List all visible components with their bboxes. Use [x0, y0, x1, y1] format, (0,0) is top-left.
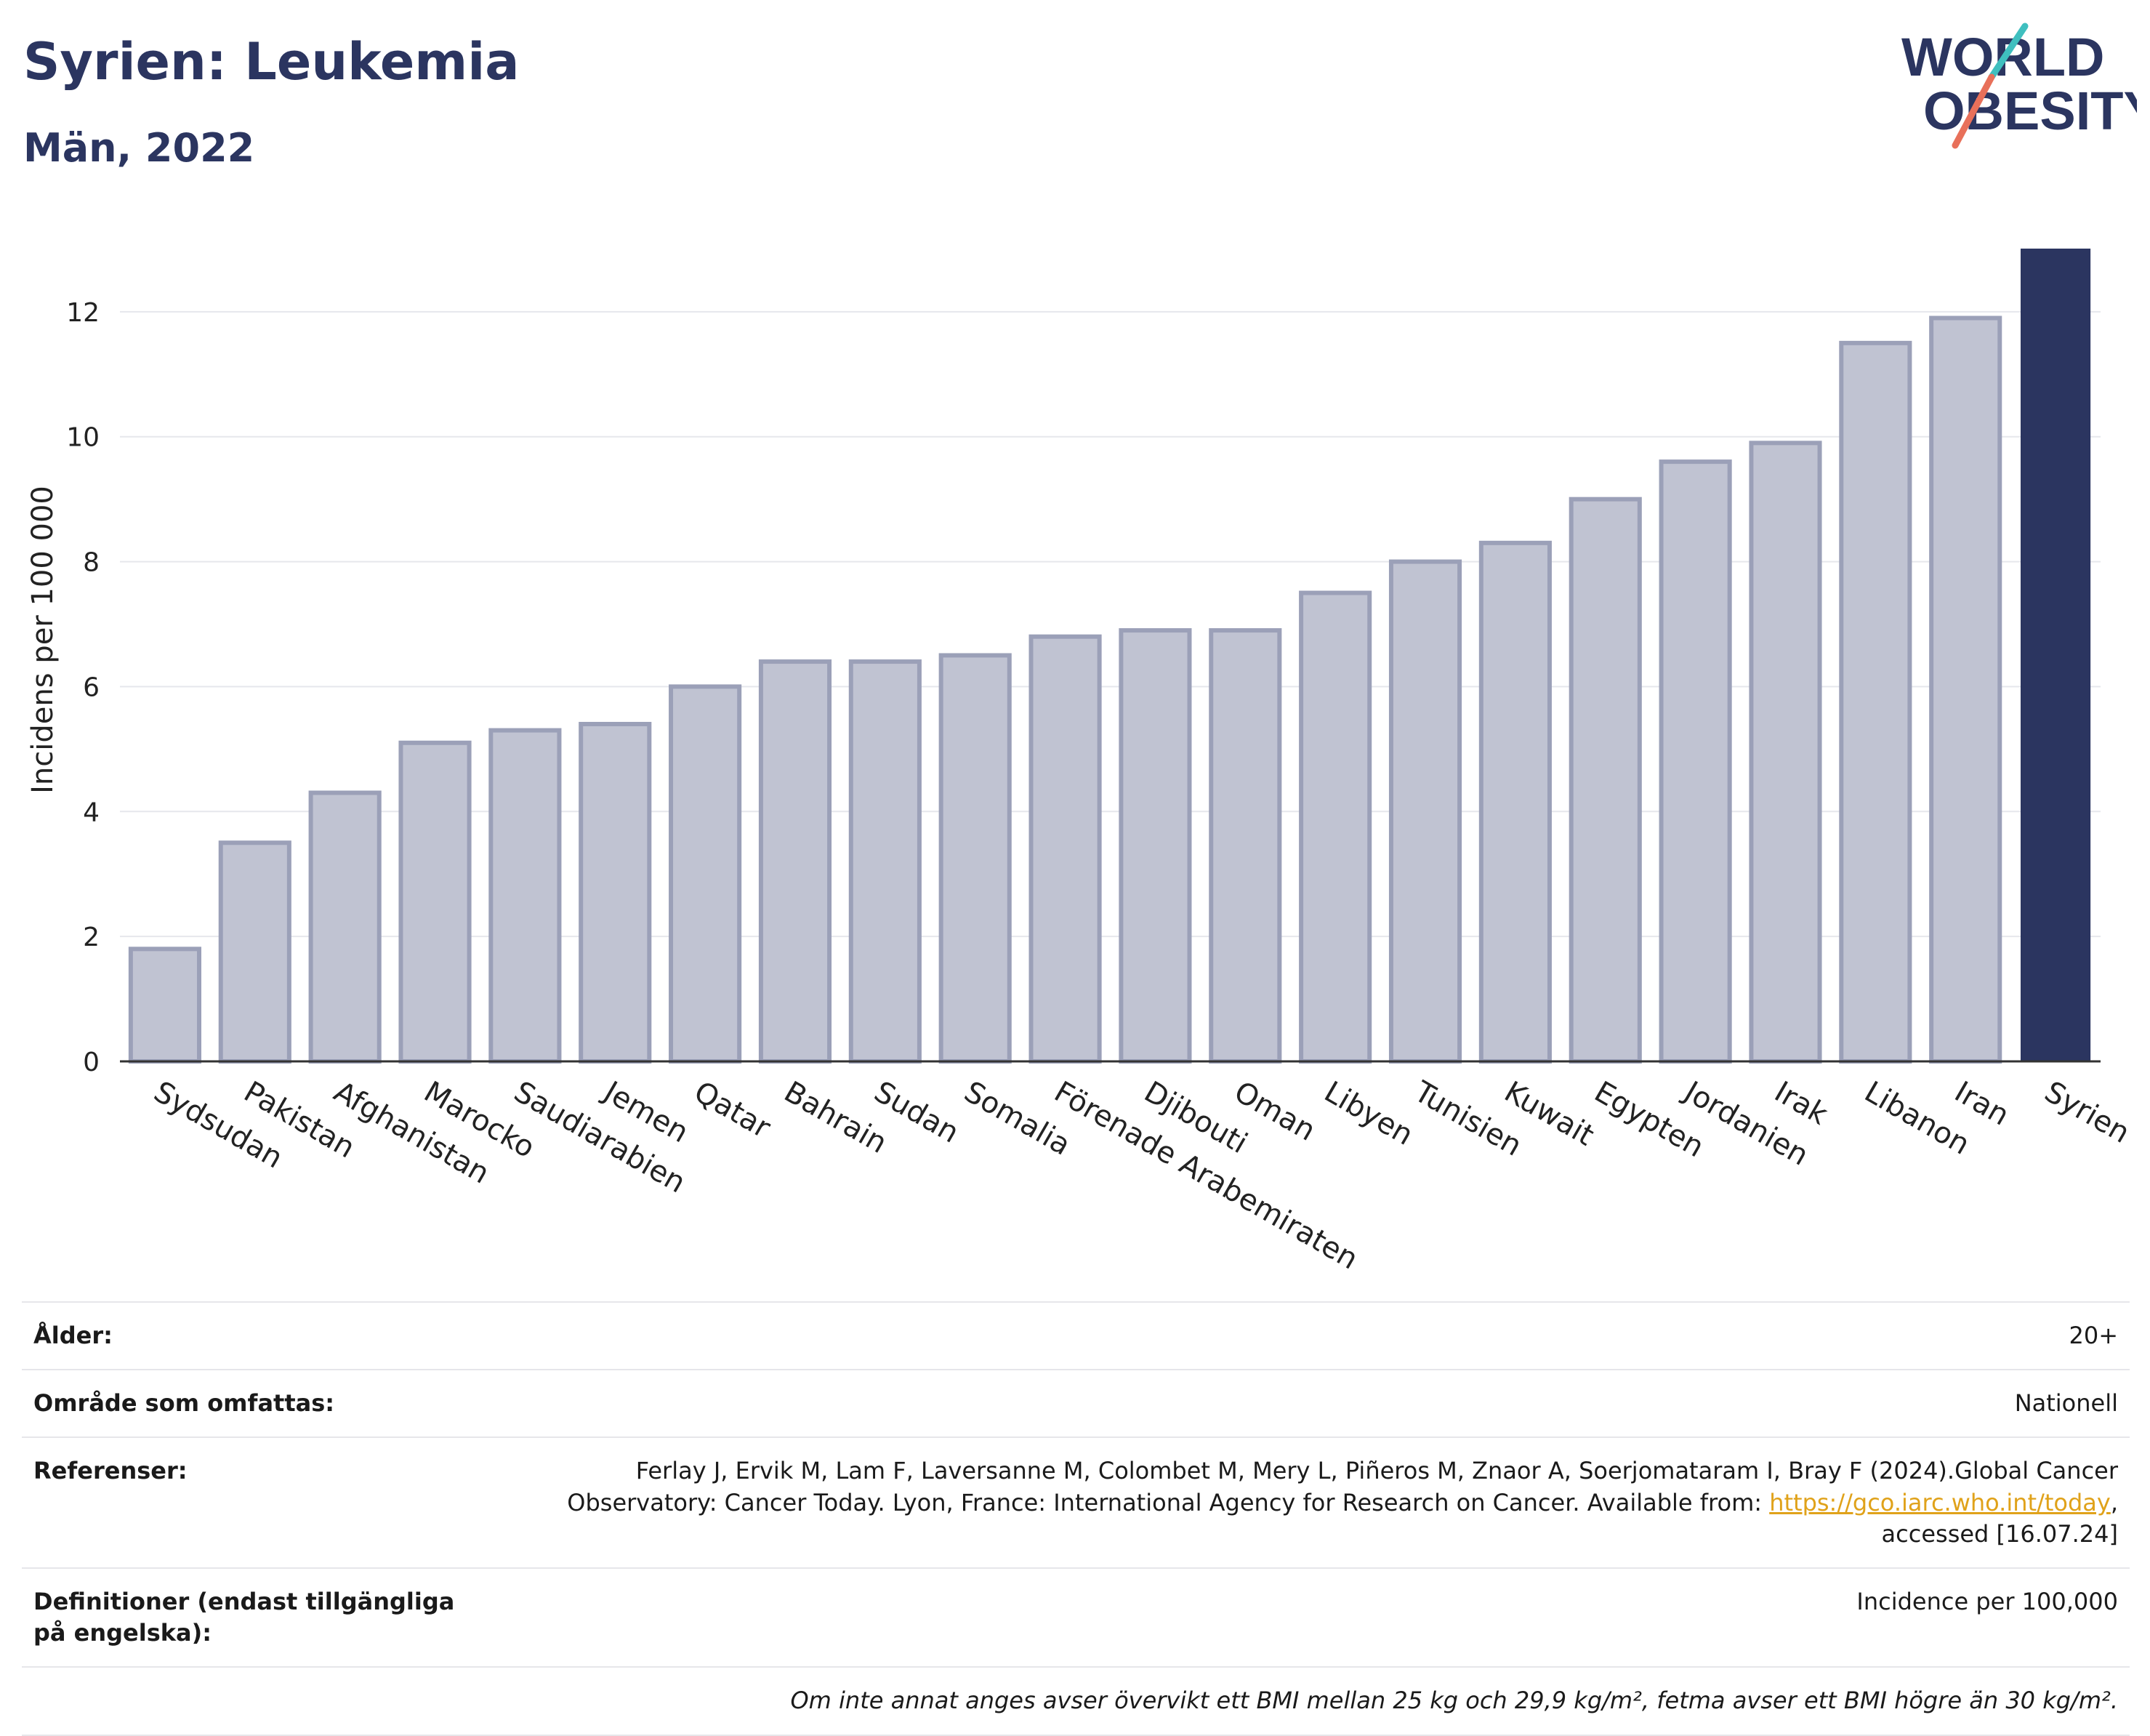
bar-förenade-arabemiraten: [1028, 634, 1102, 1064]
info-row-note: Om inte annat anges avser övervikt ett B…: [22, 1667, 2130, 1735]
x-tick-label: Syrien: [2039, 1075, 2135, 1150]
x-tick-label: Bahrain: [778, 1075, 893, 1160]
bar-djibouti: [1119, 628, 1192, 1064]
chart-title: Syrien: Leukemia: [23, 32, 520, 92]
info-value-definitions: Incidence per 100,000: [1856, 1587, 2118, 1615]
info-key-coverage: Område som omfattas:: [33, 1389, 335, 1418]
x-tick-label: Qatar: [688, 1075, 776, 1145]
y-tick-label: 2: [83, 923, 100, 952]
info-value-references: Ferlay J, Ervik M, Lam F, Laversanne M, …: [496, 1437, 2130, 1568]
info-value-age: 20+: [2069, 1322, 2118, 1349]
y-tick-label: 12: [66, 298, 100, 328]
logo-slash-coral: [1952, 73, 1995, 149]
bmi-note: Om inte annat anges avser övervikt ett B…: [790, 1687, 2118, 1715]
bar-syrien: [2021, 248, 2091, 1062]
info-key-definitions: Definitioner (endast tillgängliga på eng…: [33, 1587, 455, 1647]
bar-sudan: [848, 659, 922, 1064]
bar-libanon: [1839, 340, 1912, 1064]
world-obesity-logo: WORLD OBESITY: [1901, 23, 2137, 149]
bar-marocko: [398, 740, 472, 1064]
info-row-age: Ålder: 20+: [22, 1302, 2130, 1370]
bar-jemen: [579, 722, 652, 1064]
x-tick-label: Libyen: [1318, 1075, 1419, 1152]
logo-slash-teal: [1988, 23, 2029, 81]
bar-afghanistan: [308, 790, 382, 1064]
bar-libyen: [1299, 590, 1372, 1064]
y-axis-title: Incidens per 100 000: [26, 486, 60, 794]
bar-irak: [1749, 441, 1822, 1064]
reference-accessed: , accessed [16.07.24]: [1881, 1488, 2118, 1548]
info-row-definitions: Definitioner (endast tillgängliga på eng…: [22, 1567, 2130, 1667]
bar-qatar: [669, 684, 742, 1064]
info-row-references: Referenser: Ferlay J, Ervik M, Lam F, La…: [22, 1437, 2130, 1568]
info-value-coverage: Nationell: [2014, 1389, 2118, 1418]
bar-tunisien: [1388, 559, 1462, 1064]
reference-link[interactable]: https://gco.iarc.who.int/today: [1769, 1488, 2111, 1516]
bar-oman: [1209, 628, 1282, 1064]
bar-iran: [1929, 316, 2002, 1064]
bar-jordanien: [1659, 459, 1732, 1064]
logo-text-obesity: OBESITY: [1923, 81, 2137, 141]
bar-bahrain: [758, 659, 832, 1064]
info-key-references: Referenser:: [33, 1457, 188, 1485]
y-tick-label: 0: [83, 1048, 100, 1077]
info-row-coverage: Område som omfattas: Nationell: [22, 1370, 2130, 1437]
info-table: Ålder: 20+ Område som omfattas: Nationel…: [22, 1301, 2130, 1736]
bar-egypten: [1569, 497, 1642, 1064]
bar-sydsudan: [128, 947, 201, 1064]
y-tick-label: 10: [66, 423, 100, 453]
bar-somalia: [938, 653, 1012, 1064]
bar-pakistan: [218, 840, 291, 1064]
y-tick-label: 8: [83, 548, 100, 578]
bar-saudiarabien: [488, 728, 562, 1064]
y-tick-label: 4: [83, 797, 100, 827]
info-key-age: Ålder:: [33, 1322, 113, 1349]
bar-kuwait: [1478, 540, 1552, 1064]
y-tick-label: 6: [83, 672, 100, 702]
reference-text: Ferlay J, Ervik M, Lam F, Laversanne M, …: [567, 1457, 2118, 1516]
bar-chart: 024681012SydsudanPakistanAfghanistanMaro…: [26, 248, 2135, 1277]
chart-subtitle: Män, 2022: [23, 125, 255, 171]
